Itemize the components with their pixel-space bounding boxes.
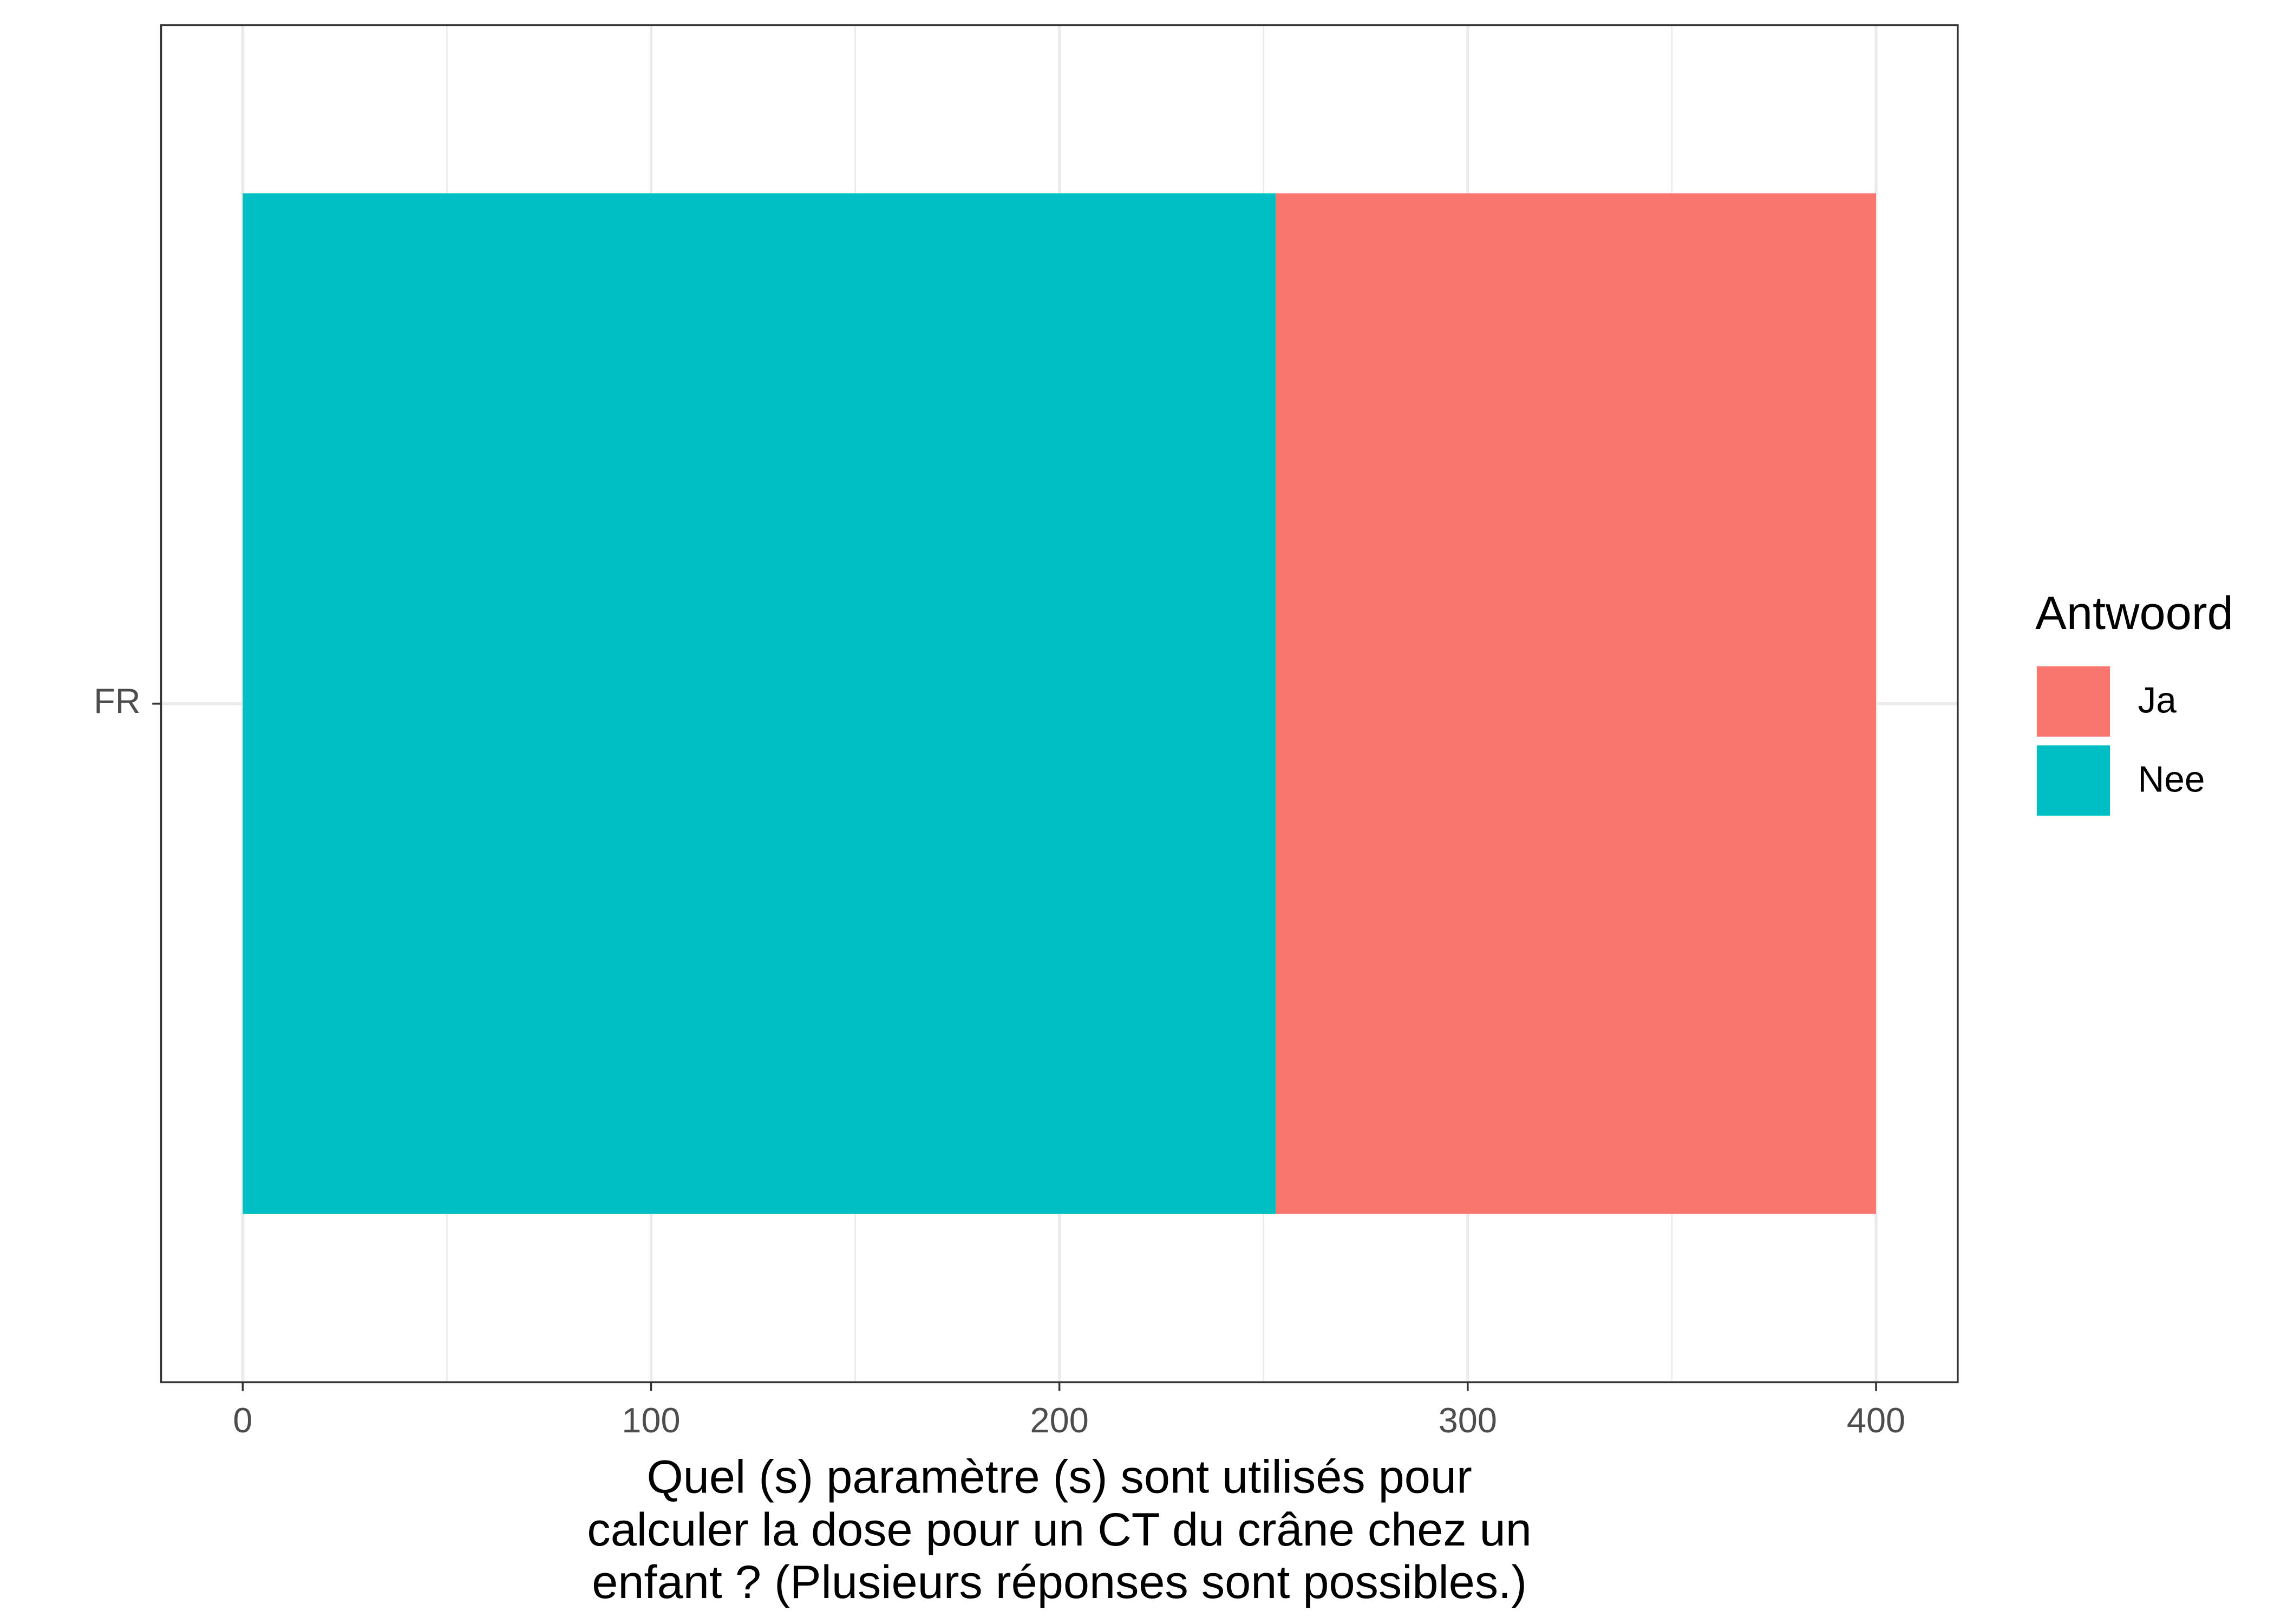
y-tick-label: FR — [94, 681, 141, 721]
x-tick-label: 300 — [1439, 1400, 1497, 1440]
axes: 0 100 200 300 400 FR Quel (s) paramètre (s) so… — [94, 681, 1905, 1608]
bars — [243, 193, 1877, 1214]
x-tick-label: 0 — [233, 1400, 252, 1440]
x-axis-title: calculer la dose pour un CT du crâne che… — [587, 1504, 1531, 1556]
bar — [1276, 193, 1877, 1214]
legend-key — [2036, 666, 2110, 737]
legend-label: Nee — [2138, 759, 2205, 800]
x-axis-title: Quel (s) paramètre (s) sont utilisés pou… — [646, 1451, 1472, 1503]
legend-label: Ja — [2138, 680, 2177, 721]
x-tick-label: 100 — [622, 1400, 680, 1440]
legend-title: Antwoord — [2035, 587, 2233, 639]
x-axis-title: enfant ? (Plusieurs réponses sont possib… — [592, 1556, 1527, 1608]
x-tick-label: 400 — [1847, 1400, 1905, 1440]
legend: Ja Nee — [2036, 666, 2205, 816]
x-tick-label: 200 — [1030, 1400, 1089, 1440]
legend-key — [2036, 745, 2110, 816]
bar — [243, 193, 1276, 1214]
